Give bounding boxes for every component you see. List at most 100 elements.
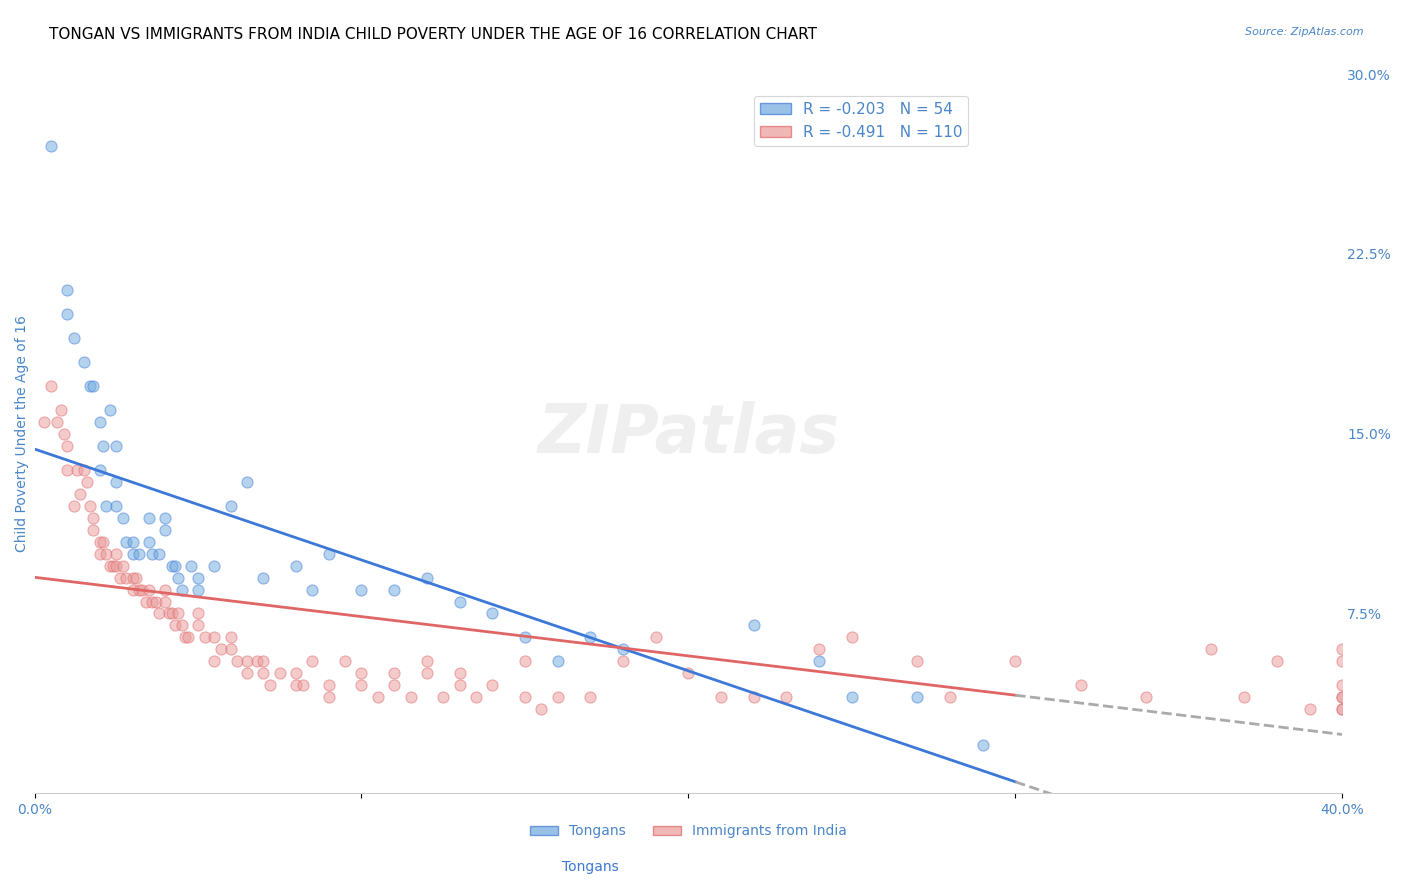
Point (167, 607, 190, 621)
Point (105, 499, 128, 513)
Point (170, 582, 193, 597)
Point (98, 402, 121, 417)
Point (105, 439, 128, 453)
Point (1004, 655, 1026, 669)
Point (135, 594, 157, 608)
Point (905, 690, 928, 705)
Point (115, 570, 138, 584)
Point (141, 547, 163, 561)
Point (155, 510, 177, 524)
Text: Tongans: Tongans (562, 860, 619, 874)
Point (1201, 642, 1223, 657)
Point (291, 678, 314, 692)
Point (56, 307, 79, 321)
Point (547, 690, 569, 705)
Point (449, 594, 471, 608)
Point (269, 666, 291, 681)
Point (1331, 655, 1354, 669)
Point (399, 690, 422, 705)
Point (742, 618, 765, 632)
Point (167, 570, 190, 584)
Point (155, 523, 177, 537)
Point (530, 702, 553, 716)
Point (416, 570, 439, 584)
Point (350, 678, 373, 692)
Point (121, 582, 143, 597)
Point (1070, 678, 1092, 692)
Point (82, 378, 104, 392)
Text: Source: ZipAtlas.com: Source: ZipAtlas.com (1246, 27, 1364, 37)
Point (148, 607, 170, 621)
Point (513, 655, 536, 669)
Point (579, 631, 602, 645)
Point (1265, 655, 1288, 669)
Point (1233, 690, 1256, 705)
Point (155, 582, 177, 597)
Point (808, 655, 831, 669)
Point (101, 558, 124, 573)
Point (841, 690, 863, 705)
Point (69, 486, 91, 500)
Point (121, 534, 143, 549)
Point (350, 666, 373, 681)
Point (165, 618, 187, 632)
Point (416, 655, 439, 669)
Point (285, 558, 308, 573)
Point (252, 666, 274, 681)
Point (1331, 702, 1354, 716)
Point (174, 631, 197, 645)
Point (579, 690, 602, 705)
Point (177, 631, 200, 645)
Point (82, 510, 104, 524)
Point (285, 678, 308, 692)
Point (165, 558, 187, 573)
Point (128, 582, 150, 597)
Point (775, 690, 797, 705)
Point (180, 558, 202, 573)
Point (111, 558, 134, 573)
Point (350, 582, 373, 597)
Point (187, 570, 209, 584)
Point (145, 594, 167, 608)
Point (193, 631, 215, 645)
Point (105, 547, 128, 561)
Point (644, 631, 666, 645)
Point (236, 666, 259, 681)
Point (808, 642, 831, 657)
Point (481, 678, 503, 692)
Point (202, 655, 225, 669)
Point (138, 582, 160, 597)
Point (160, 558, 183, 573)
Point (513, 690, 536, 705)
Point (1298, 702, 1320, 716)
Point (841, 631, 863, 645)
Point (513, 631, 536, 645)
Point (98, 558, 121, 573)
Point (128, 547, 150, 561)
Point (62, 499, 84, 513)
Point (56, 439, 79, 453)
Point (56, 462, 79, 476)
Legend: Tongans, Immigrants from India: Tongans, Immigrants from India (524, 819, 852, 844)
Point (1331, 642, 1354, 657)
Point (333, 655, 356, 669)
Point (72, 355, 94, 369)
Point (62, 331, 84, 345)
Point (91, 534, 114, 549)
Point (236, 475, 259, 489)
Point (219, 631, 242, 645)
Point (612, 642, 634, 657)
Point (108, 570, 131, 584)
Point (382, 582, 405, 597)
Point (226, 655, 249, 669)
Point (105, 558, 128, 573)
Point (612, 655, 634, 669)
Point (121, 547, 143, 561)
Y-axis label: Child Poverty Under the Age of 16: Child Poverty Under the Age of 16 (15, 315, 30, 552)
Point (481, 607, 503, 621)
Point (301, 655, 323, 669)
Point (39, 378, 62, 392)
Point (318, 690, 340, 705)
Point (246, 655, 269, 669)
Point (111, 510, 134, 524)
